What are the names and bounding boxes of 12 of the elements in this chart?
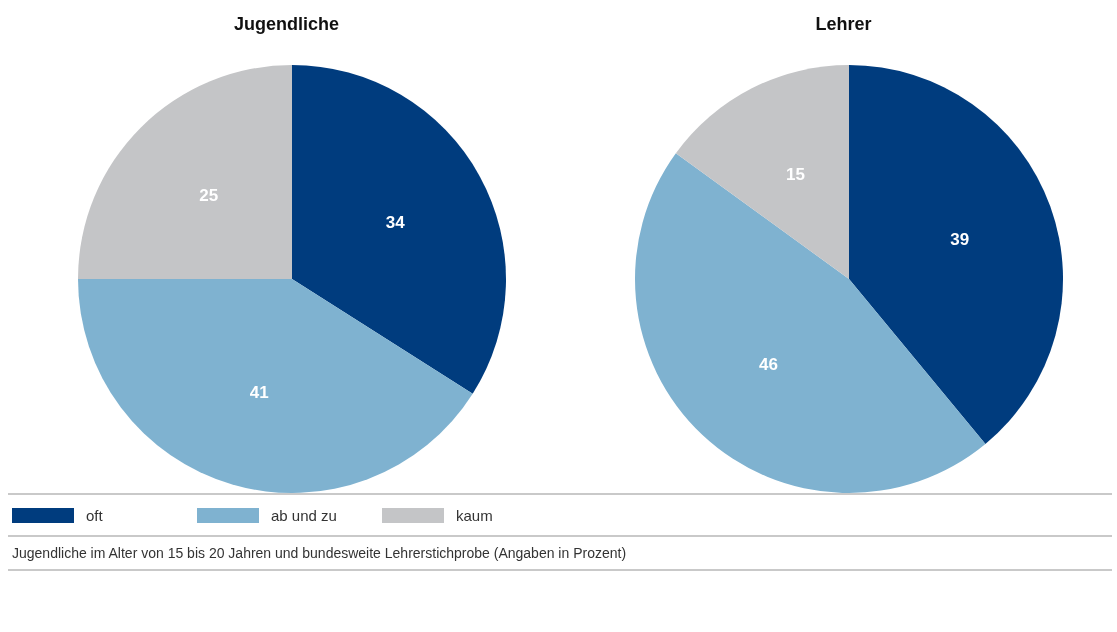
data-label: 25 (199, 186, 219, 206)
slice-label: Lehrer (814, 13, 873, 36)
legend-label: kaum (456, 506, 493, 524)
data-label: 46 (758, 355, 778, 375)
legend-label: oft (86, 506, 103, 524)
data-label: 34 (385, 212, 406, 232)
text: Jugendliche im Alter von 15 bis 20 Jahren und bundesweite Lehrerstichprobe (Angaben in Prozent) (11, 544, 628, 563)
data-label: 39 (950, 229, 970, 249)
slice-label: Jugendliche (233, 13, 340, 36)
data-label: 15 (786, 164, 806, 184)
data-label: 41 (249, 382, 269, 402)
legend-label: ab und zu (271, 506, 337, 524)
